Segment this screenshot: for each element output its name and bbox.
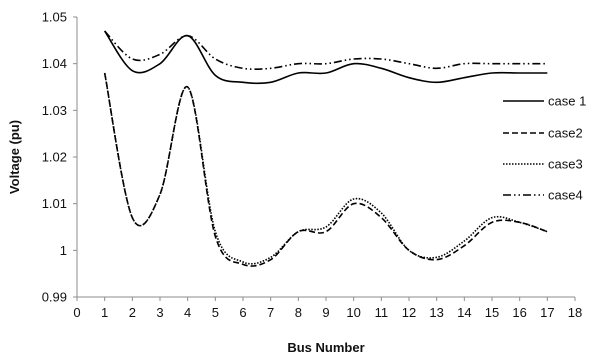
x-tick-label: 14 xyxy=(457,305,471,320)
legend: case 1 case2 case3 case4 xyxy=(503,94,586,203)
x-tick-label: 7 xyxy=(267,305,274,320)
series-line-1 xyxy=(104,30,548,85)
x-tick-label: 4 xyxy=(184,305,191,320)
legend-label-1: case 1 xyxy=(548,94,586,109)
x-tick-label: 17 xyxy=(540,305,554,320)
legend-label-2: case2 xyxy=(548,126,583,141)
x-tick-label: 3 xyxy=(156,305,163,320)
y-axis-title: Voltage (pu) xyxy=(7,120,22,194)
x-tick-label: 12 xyxy=(402,305,416,320)
y-tick-label: 1.02 xyxy=(42,150,67,165)
y-tick-label: 1.01 xyxy=(42,196,67,211)
x-tick-label: 5 xyxy=(212,305,219,320)
x-tick-label: 8 xyxy=(295,305,302,320)
x-tick-label: 13 xyxy=(429,305,443,320)
legend-label-4: case4 xyxy=(548,188,583,203)
plot-lines xyxy=(103,30,548,267)
y-tick-label: 0.99 xyxy=(42,290,67,305)
tick-labels: 0 1 2 3 4 5 6 7 8 9 10 11 12 13 14 15 16 17 180.9911.011.0… xyxy=(42,10,583,321)
series-line-2 xyxy=(103,72,548,267)
axes xyxy=(73,16,576,301)
y-tick-label: 1.05 xyxy=(42,10,67,25)
y-tick-label: 1.03 xyxy=(42,103,67,118)
x-tick-label: 0 xyxy=(73,305,80,320)
x-tick-label: 18 xyxy=(568,305,582,320)
x-tick-label: 11 xyxy=(375,305,389,320)
x-tick-label: 6 xyxy=(239,305,246,320)
x-tick-label: 10 xyxy=(346,305,360,320)
y-tick-label: 1.04 xyxy=(42,56,67,71)
legend-label-3: case3 xyxy=(548,157,583,172)
y-tick-label: 1 xyxy=(60,243,67,258)
x-tick-label: 9 xyxy=(322,305,329,320)
x-tick-label: 1 xyxy=(101,305,108,320)
series-line-3 xyxy=(103,72,548,265)
series-line-4 xyxy=(104,30,548,71)
x-tick-label: 2 xyxy=(129,305,136,320)
x-axis-title: Bus Number xyxy=(287,340,364,355)
x-tick-label: 16 xyxy=(512,305,526,320)
x-tick-label: 15 xyxy=(485,305,499,320)
